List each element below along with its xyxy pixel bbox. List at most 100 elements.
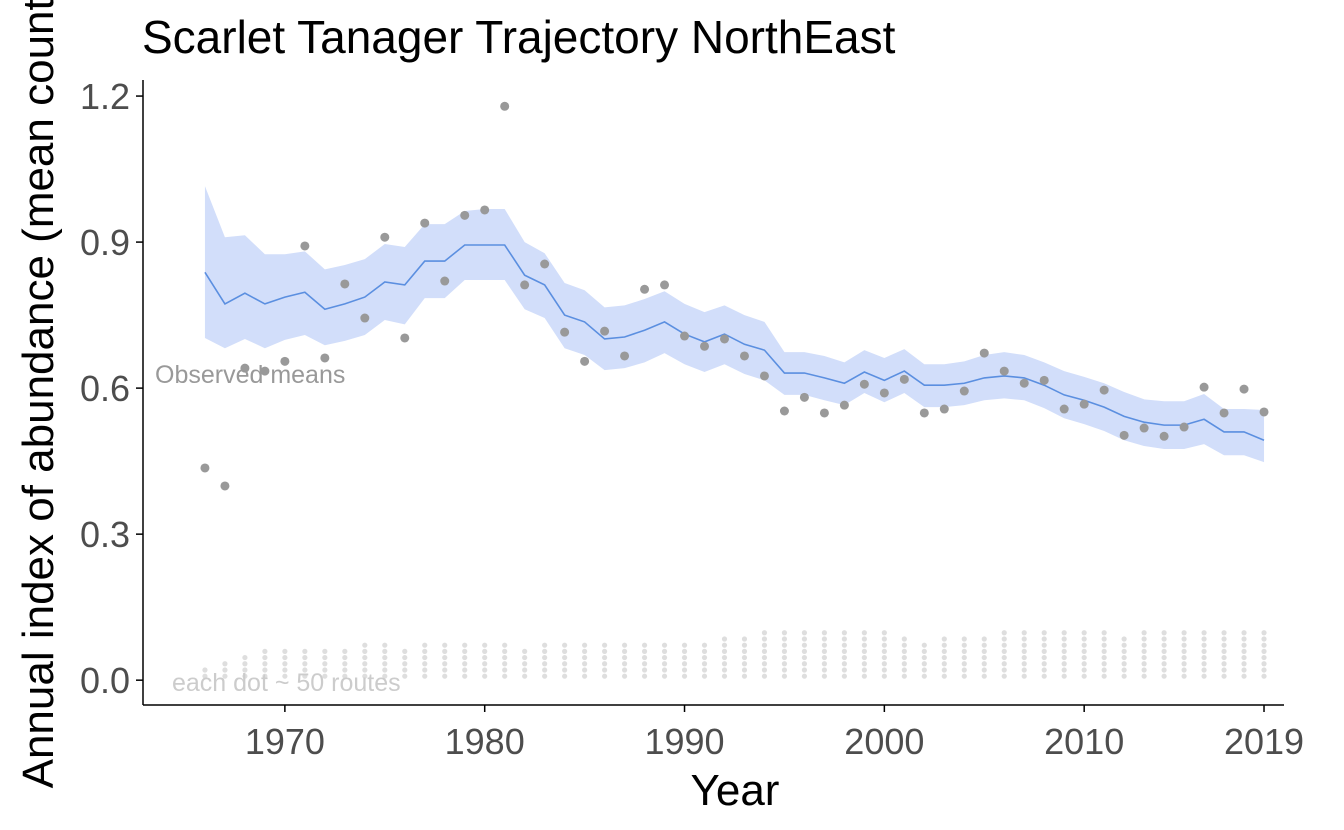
y-tick-label: 0.3	[80, 514, 130, 555]
route-dot	[821, 654, 828, 661]
route-dot	[562, 654, 568, 661]
x-tick-label: 1980	[445, 721, 525, 762]
route-dot	[262, 661, 268, 667]
route-dot	[1201, 642, 1207, 648]
route-dot	[841, 667, 847, 673]
observed-point	[580, 356, 590, 366]
route-dot	[721, 654, 728, 661]
route-dot	[542, 661, 548, 667]
route-dot	[582, 661, 588, 667]
route-dot	[781, 642, 788, 648]
route-dot	[901, 661, 907, 667]
route-dot	[1181, 642, 1187, 648]
route-dot	[422, 667, 428, 673]
route-dot	[841, 642, 847, 648]
route-dot	[402, 661, 408, 667]
route-dot	[801, 642, 808, 648]
route-dot	[1161, 673, 1167, 679]
route-dot	[601, 673, 608, 679]
route-dot	[921, 648, 927, 654]
route-dot	[1221, 648, 1227, 654]
route-dot	[721, 667, 728, 673]
y-tick-label: 1.2	[80, 76, 130, 117]
route-dot	[1021, 661, 1027, 667]
route-dot	[1041, 673, 1047, 679]
route-dot	[302, 654, 308, 661]
route-dot	[1221, 667, 1227, 673]
route-dot	[1101, 642, 1107, 648]
y-axis-label: Annual index of abundance (mean count)	[14, 0, 63, 788]
observed-point	[620, 351, 630, 361]
route-dot	[482, 648, 488, 654]
route-dot	[282, 673, 288, 679]
route-dot	[701, 654, 708, 661]
route-dot	[1221, 661, 1227, 667]
route-dot	[1001, 654, 1007, 661]
x-tick-label: 2010	[1044, 721, 1124, 762]
route-dot	[681, 648, 688, 654]
route-dot	[1101, 648, 1107, 654]
route-dot	[362, 667, 368, 673]
route-dot	[342, 667, 348, 673]
route-dot	[442, 667, 448, 673]
observed-point	[1019, 378, 1029, 388]
route-dot	[462, 648, 468, 654]
route-dot	[1061, 667, 1067, 673]
route-dot	[661, 654, 668, 661]
route-dot	[1041, 667, 1047, 673]
route-dot	[1041, 642, 1047, 648]
observed-point	[320, 353, 330, 363]
route-dot	[621, 654, 628, 661]
route-dot	[801, 630, 808, 636]
annotation: each dot ~ 50 routes	[172, 669, 401, 697]
route-dot	[641, 654, 648, 661]
route-dot	[781, 661, 788, 667]
route-dot	[1061, 648, 1067, 654]
route-dot	[1181, 654, 1187, 661]
x-tick-label: 1990	[644, 721, 724, 762]
route-dot	[1161, 667, 1167, 673]
route-dot	[1001, 667, 1007, 673]
route-dot	[1021, 654, 1027, 661]
route-dot	[1181, 636, 1187, 642]
route-dot	[1081, 654, 1087, 661]
route-dot	[302, 648, 308, 654]
observed-point	[1139, 423, 1149, 433]
route-dot	[821, 661, 828, 667]
route-dot	[761, 630, 768, 636]
route-dot	[402, 673, 408, 679]
route-dot	[1001, 673, 1007, 679]
route-dot	[1121, 648, 1127, 654]
route-dot	[1241, 673, 1247, 679]
route-dot	[1141, 673, 1147, 679]
observed-point	[739, 351, 749, 361]
route-dot	[562, 642, 568, 648]
route-dot	[1261, 667, 1267, 673]
route-dot	[1041, 648, 1047, 654]
route-dot	[1241, 648, 1247, 654]
route-dot	[841, 654, 847, 661]
route-dot	[422, 654, 428, 661]
route-dot	[681, 642, 688, 648]
route-dot	[961, 636, 967, 642]
route-dot	[941, 648, 947, 654]
route-dot	[621, 673, 628, 679]
route-dot	[921, 654, 927, 661]
route-dot	[1261, 636, 1267, 642]
route-dot	[861, 648, 867, 654]
observed-point	[1099, 385, 1109, 395]
route-dot	[1061, 654, 1067, 661]
route-dot	[1101, 667, 1107, 673]
route-dot	[801, 654, 808, 661]
route-dot	[1221, 673, 1227, 679]
route-dot	[921, 642, 927, 648]
route-dot	[482, 673, 488, 679]
route-dot	[502, 673, 508, 679]
route-dot	[342, 673, 348, 679]
route-dot	[542, 667, 548, 673]
route-dot	[382, 642, 388, 648]
observed-point	[220, 481, 230, 491]
route-dot	[262, 648, 268, 654]
route-dot	[901, 654, 907, 661]
route-dot	[382, 661, 388, 667]
